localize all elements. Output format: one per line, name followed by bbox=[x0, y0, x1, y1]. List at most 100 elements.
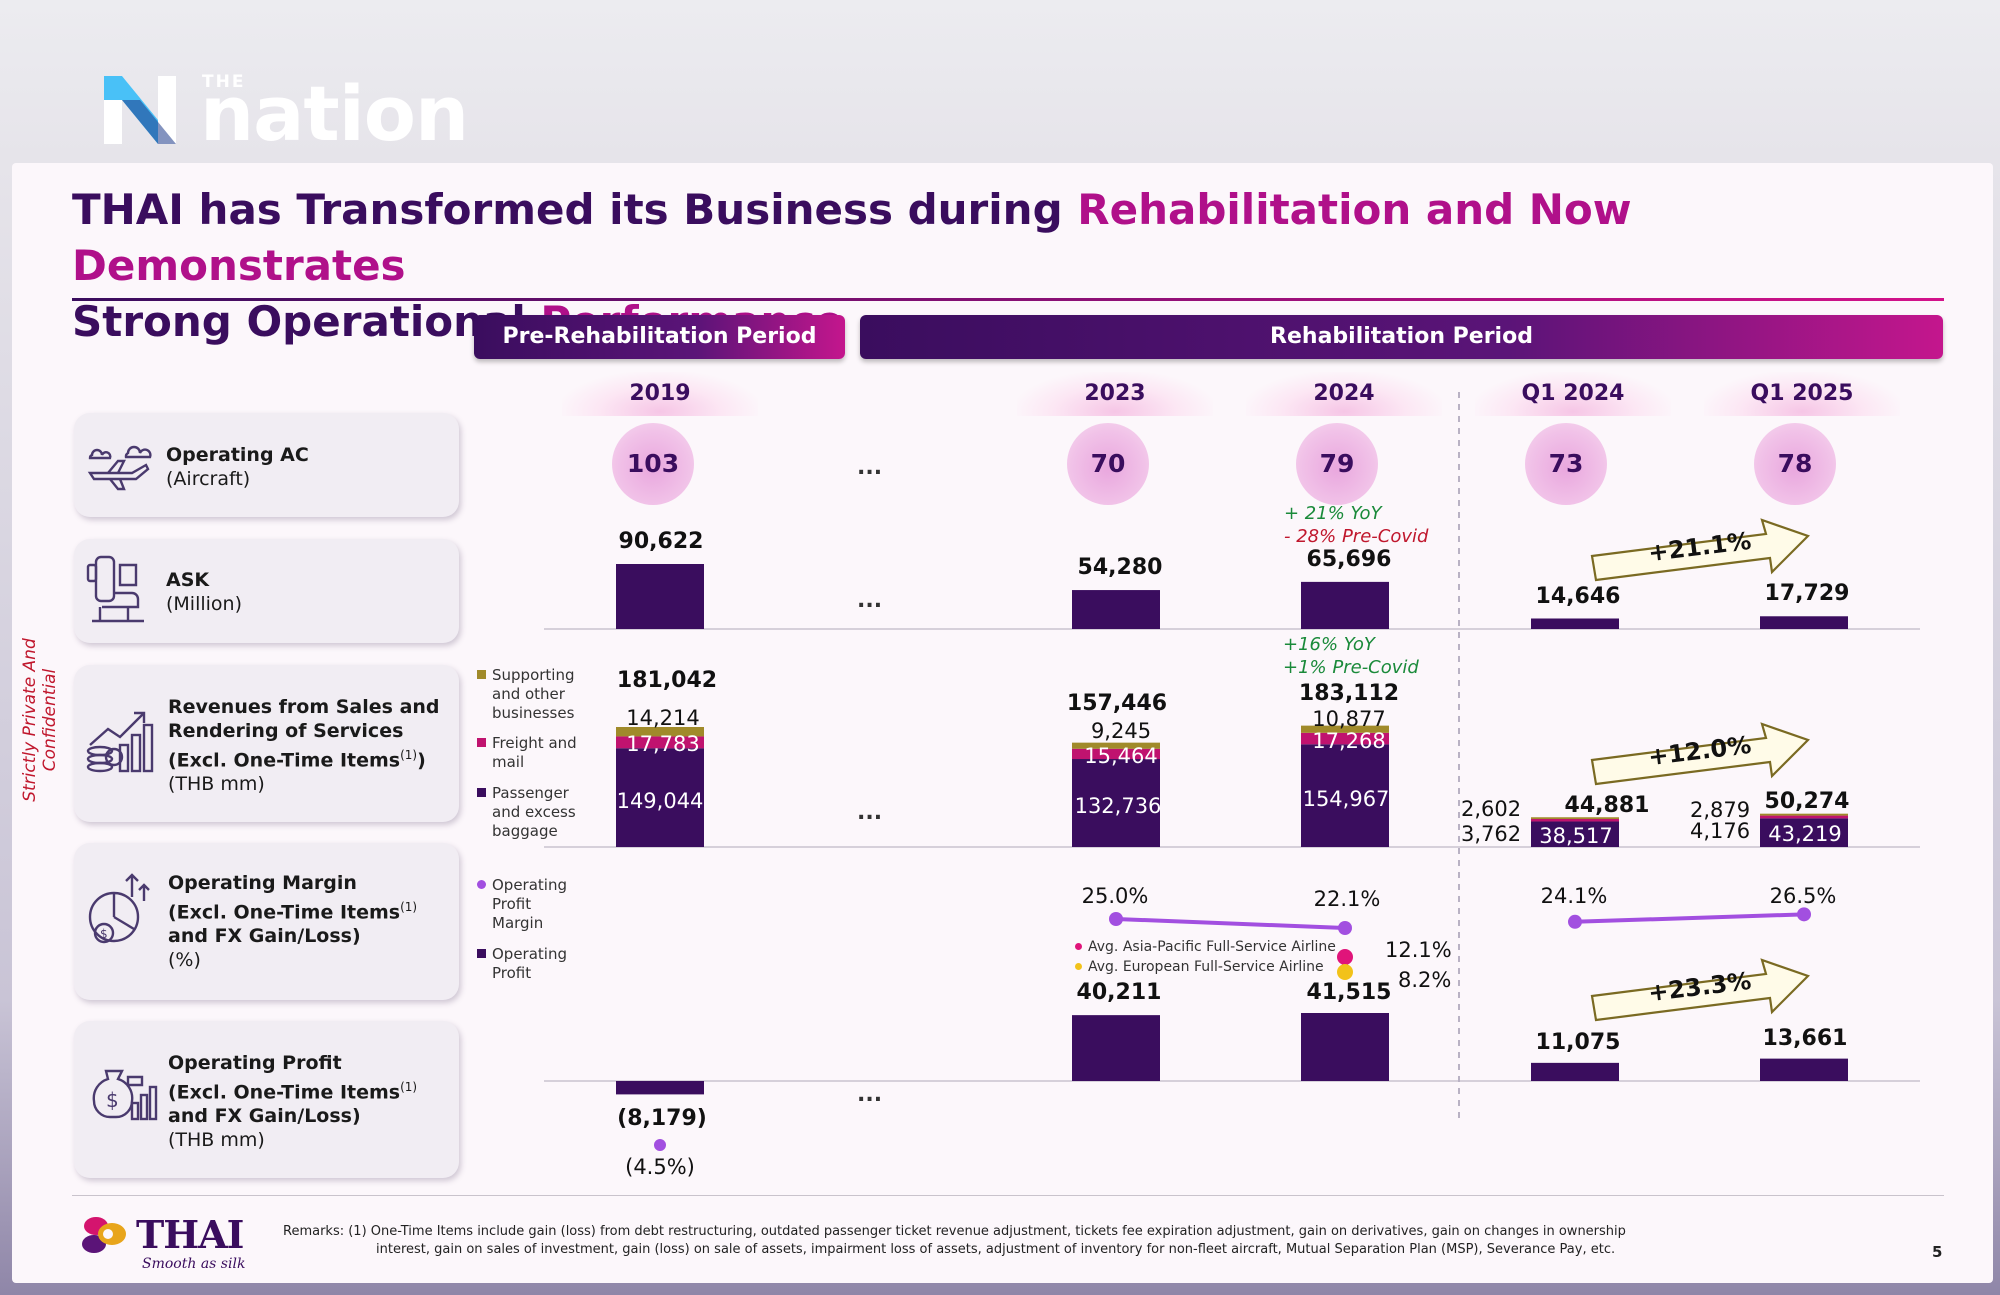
profit-label-q1-2025: 13,661 bbox=[1762, 1026, 1848, 1051]
ac-value-2019: 103 bbox=[612, 423, 694, 505]
ellipsis-rev: ... bbox=[857, 800, 883, 825]
legend-supporting: Supporting and other businesses bbox=[477, 666, 575, 723]
metric-margin-l2: (Excl. One-Time Items bbox=[168, 901, 401, 924]
metric-operating-margin: $ Operating Margin (Excl. One-Time Items… bbox=[74, 843, 459, 1000]
metric-ask: ASK (Million) bbox=[74, 539, 459, 643]
thai-orchid-icon bbox=[82, 1217, 126, 1253]
growth-arrow-ask: +21.1% bbox=[1588, 512, 1811, 586]
ac-value-2024: 79 bbox=[1296, 423, 1378, 505]
metric-rev-unit: (THB mm) bbox=[168, 773, 265, 796]
title-part2: Rehabilitation and Now Demonstrates bbox=[72, 185, 1632, 290]
rev-supporting-2023: 9,245 bbox=[1090, 719, 1152, 743]
legend-passenger-swatch bbox=[477, 788, 486, 797]
revenue-bar-passenger-q1-2025 bbox=[1760, 818, 1848, 847]
rev-freight-2019: 17,783 bbox=[626, 732, 700, 756]
legend-apac-text: Avg. Asia-Pacific Full-Service Airline bbox=[1088, 939, 1336, 955]
year-2019: 2019 bbox=[562, 372, 758, 416]
rev-passenger-q1-2024: 38,517 bbox=[1539, 824, 1613, 848]
apac-swatch bbox=[1075, 943, 1082, 950]
metric-profit-unit: (THB mm) bbox=[168, 1129, 265, 1152]
rev-freight-2024: 17,268 bbox=[1312, 729, 1386, 753]
rev-freight-q1-2025: 4,176 bbox=[1690, 819, 1751, 843]
profit-bar-2024 bbox=[1301, 1013, 1389, 1081]
title-part3: Strong Operational bbox=[72, 297, 526, 346]
ask-bar-q1-2025 bbox=[1760, 616, 1848, 629]
metric-profit-l2: (Excl. One-Time Items bbox=[168, 1081, 401, 1104]
revenue-bar-supporting-2019 bbox=[616, 727, 704, 737]
ac-value-q1-2025: 78 bbox=[1754, 423, 1836, 505]
margin-label-q1-2024: 24.1% bbox=[1540, 884, 1608, 908]
margin-line-annual bbox=[1115, 917, 1346, 930]
rev-total-2024: 183,112 bbox=[1298, 681, 1400, 706]
rev-yoy-note: +16% YoY bbox=[1283, 634, 1375, 655]
legend-opm-l2: Profit bbox=[492, 895, 532, 913]
footer-divider bbox=[72, 1195, 1944, 1196]
revenue-bar-supporting-q1-2024 bbox=[1531, 817, 1619, 819]
benchmark-apac-value: 12.1% bbox=[1385, 938, 1452, 962]
margin-point-2024 bbox=[1338, 920, 1352, 935]
revenue-bar-freight-q1-2025 bbox=[1760, 815, 1848, 819]
title-divider bbox=[72, 298, 1944, 301]
ask-bar-q1-2024 bbox=[1531, 618, 1619, 629]
revenue-bar-freight-2019 bbox=[616, 736, 704, 749]
revenue-bar-supporting-q1-2025 bbox=[1760, 813, 1848, 816]
legend-op-l1: Operating bbox=[492, 945, 567, 963]
metric-ask-name: ASK bbox=[166, 569, 210, 591]
year-q1-2024: Q1 2024 bbox=[1475, 372, 1671, 416]
year-2023: 2023 bbox=[1017, 372, 1213, 416]
the-nation-logo-icon bbox=[104, 76, 176, 144]
legend-freight-l2: mail bbox=[492, 753, 525, 771]
revenue-bar-supporting-2023 bbox=[1072, 742, 1160, 749]
metric-revenues: Revenues from Sales and Rendering of Ser… bbox=[74, 665, 459, 822]
thai-airways-logo: THAI Smooth as silk bbox=[78, 1210, 245, 1272]
revenue-bar-passenger-2024 bbox=[1301, 744, 1389, 847]
benchmark-eu-dot bbox=[1337, 964, 1353, 980]
legend-freight-swatch bbox=[477, 738, 486, 747]
legend-supporting-l2: and other bbox=[492, 685, 565, 703]
rev-total-2023: 157,446 bbox=[1066, 691, 1168, 716]
remarks-line1: Remarks: (1) One-Time Items include gain… bbox=[283, 1224, 1626, 1239]
metric-margin-unit: (%) bbox=[168, 949, 201, 972]
ask-bar-2024 bbox=[1301, 581, 1389, 629]
rev-supporting-2019: 14,214 bbox=[626, 706, 700, 730]
growth-arrow-profit: +23.3% bbox=[1588, 952, 1811, 1026]
legend-operating-profit-margin: Operating Profit Margin bbox=[477, 876, 567, 933]
legend-passenger-l2: and excess bbox=[492, 803, 576, 821]
logo-the: THE bbox=[202, 72, 246, 92]
legend-supporting-l3: businesses bbox=[492, 704, 575, 722]
metric-rev-sup: (1) bbox=[400, 748, 418, 762]
revenue-growth-icon bbox=[86, 711, 154, 773]
rev-passenger-2023: 132,736 bbox=[1074, 794, 1162, 818]
rev-total-2019: 181,042 bbox=[616, 668, 718, 693]
aircraft-icon bbox=[87, 445, 152, 491]
svg-text:$: $ bbox=[100, 927, 108, 941]
thai-wordmark: THAI bbox=[136, 1212, 244, 1257]
seat-icon bbox=[86, 555, 144, 623]
margin-point-q1-2024 bbox=[1568, 914, 1582, 929]
legend-opm-l3: Margin bbox=[492, 914, 544, 932]
metric-margin-sup: (1) bbox=[400, 900, 418, 914]
metric-margin-l1: Operating Margin bbox=[168, 872, 357, 894]
metric-profit-l3: and FX Gain/Loss) bbox=[168, 1105, 361, 1128]
pre-rehabilitation-header: Pre-Rehabilitation Period bbox=[474, 315, 845, 359]
rev-supporting-q1-2025: 2,879 bbox=[1690, 798, 1751, 822]
legend-eu-text: Avg. European Full-Service Airline bbox=[1088, 959, 1324, 975]
margin-label-q1-2025: 26.5% bbox=[1769, 884, 1837, 908]
growth-arrow-profit-icon bbox=[1590, 958, 1811, 1022]
legend-passenger: Passenger and excess baggage bbox=[477, 784, 576, 841]
profit-bar-q1-2024 bbox=[1531, 1062, 1619, 1081]
rev-total-q1-2024: 44,881 bbox=[1564, 793, 1650, 818]
ask-bar-2023 bbox=[1072, 590, 1160, 629]
metric-ac-name: Operating AC bbox=[166, 444, 309, 466]
ellipsis-ac: ... bbox=[857, 455, 883, 480]
metric-rev-l2: Rendering of Services bbox=[168, 720, 404, 742]
margin-point-q1-2025 bbox=[1797, 907, 1811, 922]
title-part1: THAI has Transformed its Business during bbox=[72, 185, 1063, 234]
growth-arrow-revenue-icon bbox=[1590, 722, 1811, 786]
revenue-bar-freight-2024 bbox=[1301, 732, 1389, 745]
profit-label-2024: 41,515 bbox=[1306, 980, 1392, 1005]
ask-precovid-note: - 28% Pre-Covid bbox=[1284, 526, 1429, 547]
legend-passenger-l1: Passenger bbox=[492, 784, 569, 802]
profit-bar-2023 bbox=[1072, 1015, 1160, 1081]
